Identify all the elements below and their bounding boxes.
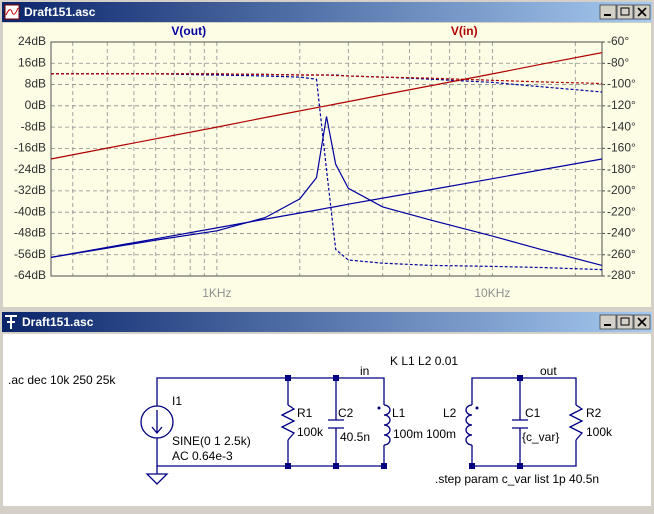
y2-tick-label: -80° xyxy=(607,55,629,69)
junctions xyxy=(285,375,523,469)
close-icon xyxy=(637,7,647,17)
y2-tick-label: -180° xyxy=(607,162,636,176)
maximize-icon xyxy=(620,317,630,326)
directive: .ac dec 10k 250 25k xyxy=(8,373,116,387)
component-name: L1 xyxy=(392,406,406,420)
y2-tick-label: -220° xyxy=(607,204,636,218)
y-tick-label: -24dB xyxy=(14,162,46,176)
schematic-canvas xyxy=(3,334,651,506)
y2-tick-label: -60° xyxy=(607,34,629,48)
y-tick-label: -16dB xyxy=(14,141,46,155)
resistor xyxy=(568,404,584,441)
junction xyxy=(333,463,339,469)
capacitor-plate xyxy=(328,419,528,429)
component-name: C1 xyxy=(525,406,541,420)
y2-tick-label: -280° xyxy=(607,268,636,282)
x-tick-label: 1KHz xyxy=(202,286,231,300)
y2-tick-label: -120° xyxy=(607,98,636,112)
wire xyxy=(471,377,577,467)
junction xyxy=(381,463,387,469)
component-name: C2 xyxy=(338,406,354,420)
magnitude-trace xyxy=(50,158,603,258)
window-title: Draft151.asc xyxy=(24,5,96,19)
plot: 24dB 16dB 8dB 0dB -8dB -16dB -24dB -32dB -40dB -4… xyxy=(14,24,636,300)
legend-entry: V(in) xyxy=(451,24,478,38)
directive: K L1 L2 0.01 xyxy=(390,354,458,368)
y-tick-label: 0dB xyxy=(25,98,46,112)
component-value: 100m xyxy=(393,427,423,441)
app-icon-wave xyxy=(5,7,19,16)
y2-tick-label: -260° xyxy=(607,247,636,261)
component-name: I1 xyxy=(172,394,182,408)
junction xyxy=(469,463,475,469)
y2-tick-label: -200° xyxy=(607,183,636,197)
y-tick-label: 24dB xyxy=(18,34,46,48)
y-tick-label: -56dB xyxy=(14,247,46,261)
phase-dot xyxy=(377,406,381,410)
maximize-icon xyxy=(620,7,630,16)
junction xyxy=(285,463,291,469)
schematic-window: Draft151.asc .ac dec 10k xyxy=(0,310,654,509)
title-bar xyxy=(2,312,652,332)
component-value: SINE(0 1 2.5k) xyxy=(172,434,251,448)
component-value: 40.5n xyxy=(340,430,370,444)
y-tick-label: -48dB xyxy=(14,226,46,240)
component-value: {c_var} xyxy=(522,430,559,444)
component-name: L2 xyxy=(443,406,457,420)
y-tick-label: 8dB xyxy=(25,77,46,91)
component-name: R1 xyxy=(297,406,313,420)
junction xyxy=(517,375,523,381)
inductor xyxy=(465,404,473,446)
directive: .step param c_var list 1p 40.5n xyxy=(435,472,599,486)
current-source xyxy=(140,405,174,439)
y2-tick-label: -240° xyxy=(607,226,636,240)
plot-window: Draft151.asc xyxy=(0,0,654,309)
maximize-button[interactable] xyxy=(616,4,634,20)
plot-pane xyxy=(3,23,651,307)
title-bar xyxy=(2,2,652,22)
window-title: Draft151.asc xyxy=(22,315,94,329)
maximize-button[interactable] xyxy=(616,314,634,330)
junction xyxy=(333,375,339,381)
junction xyxy=(285,375,291,381)
y-tick-label: 16dB xyxy=(18,55,46,69)
component-value: 100m xyxy=(426,427,456,441)
wire xyxy=(156,377,385,467)
component-value: 100k xyxy=(297,425,324,439)
current-arrow xyxy=(151,410,163,435)
resistor xyxy=(280,404,296,441)
x-tick-label: 10KHz xyxy=(474,286,510,300)
component-value: AC 0.64e-3 xyxy=(172,449,233,463)
ground xyxy=(145,466,169,485)
app-icon xyxy=(5,315,17,329)
component-value: 100k xyxy=(586,425,613,439)
y-tick-label: -64dB xyxy=(14,268,46,282)
close-icon xyxy=(637,317,647,327)
magnitude-trace xyxy=(50,52,603,160)
y2-tick-label: -100° xyxy=(607,77,636,91)
y2-tick-label: -160° xyxy=(607,141,636,155)
net-label: out xyxy=(540,364,557,378)
minimize-button[interactable] xyxy=(599,314,617,330)
legend-entry: V(out) xyxy=(171,24,206,38)
y-tick-label: -8dB xyxy=(21,119,46,133)
inductor xyxy=(383,404,391,446)
net-label: in xyxy=(360,364,369,378)
junction xyxy=(517,463,523,469)
component-name: R2 xyxy=(586,406,602,420)
magnitude-trace xyxy=(50,116,603,266)
phase-dot xyxy=(475,406,479,410)
y-tick-label: -32dB xyxy=(14,183,46,197)
y2-tick-label: -140° xyxy=(607,119,636,133)
phase-trace xyxy=(51,73,603,85)
y-tick-label: -40dB xyxy=(14,204,46,218)
minimize-button[interactable] xyxy=(599,4,617,20)
